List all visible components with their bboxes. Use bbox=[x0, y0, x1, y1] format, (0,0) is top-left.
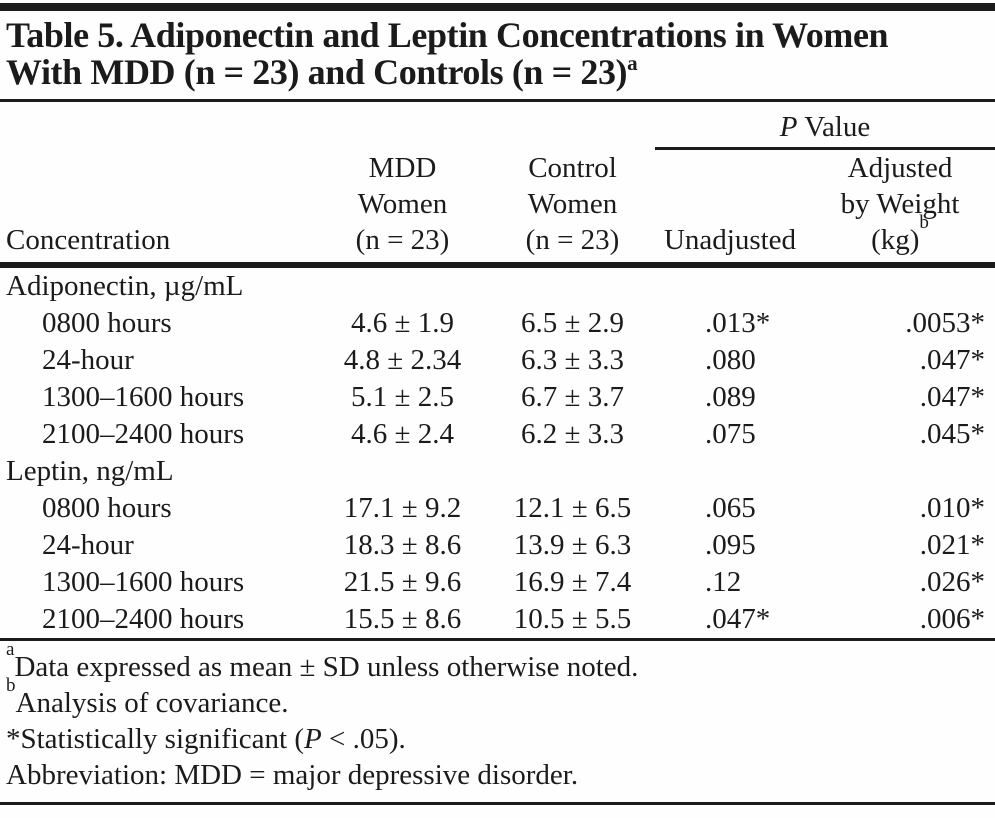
control-value: 6.5 ± 2.9 bbox=[521, 306, 624, 339]
table-row: 24-hour 18.3 ± 8.6 13.9 ± 6.3 .095 .021* bbox=[0, 527, 995, 564]
title-line-1: Table 5. Adiponectin and Leptin Concentr… bbox=[6, 15, 889, 55]
footnote-marker: b bbox=[6, 674, 16, 696]
p-adjusted-value: .047* bbox=[919, 380, 986, 413]
mdd-value: 17.1 ± 9.2 bbox=[343, 491, 462, 524]
p-value-spanner-row: P Value bbox=[0, 102, 995, 150]
p-value-spanner: P Value bbox=[655, 102, 995, 150]
p-unadjusted-value: .089 bbox=[705, 380, 756, 413]
col-header-control-women: Control Women (n = 23) bbox=[490, 148, 655, 268]
table-row: 24-hour 4.8 ± 2.34 6.3 ± 3.3 .080 .047* bbox=[0, 342, 995, 379]
mdd-value: 5.1 ± 2.5 bbox=[351, 380, 454, 413]
footnote-a: aData expressed as mean ± SD unless othe… bbox=[6, 638, 639, 683]
paper-table-figure: Table 5. Adiponectin and Leptin Concentr… bbox=[0, 3, 995, 818]
column-headers-row: Concentration MDD Women (n = 23) Control… bbox=[0, 148, 995, 268]
section-label: Leptin, ng/mL bbox=[6, 454, 174, 487]
footnotes-block: aData expressed as mean ± SD unless othe… bbox=[0, 638, 995, 793]
row-label: 2100–2400 hours bbox=[0, 600, 315, 641]
bottom-rule bbox=[0, 801, 995, 805]
section-row-leptin: Leptin, ng/mL bbox=[0, 453, 995, 490]
control-value: 16.9 ± 7.4 bbox=[513, 565, 632, 598]
title-line-2: With MDD (n = 23) and Controls (n = 23)a bbox=[6, 51, 638, 92]
title-divider-rule bbox=[0, 99, 995, 102]
p-adjusted-value: .021* bbox=[919, 528, 986, 561]
p-unadjusted-value: .013* bbox=[705, 306, 771, 339]
mdd-value: 4.8 ± 2.34 bbox=[343, 343, 462, 376]
mdd-value: 18.3 ± 8.6 bbox=[343, 528, 462, 561]
control-value: 6.7 ± 3.7 bbox=[521, 380, 624, 413]
p-unadjusted-value: .065 bbox=[705, 491, 756, 524]
table-row: 0800 hours 17.1 ± 9.2 12.1 ± 6.5 .065 .0… bbox=[0, 490, 995, 527]
table-row: 0800 hours 4.6 ± 1.9 6.5 ± 2.9 .013* .00… bbox=[0, 305, 995, 342]
p-adjusted-value: .026* bbox=[919, 565, 986, 598]
footnote-abbreviation: Abbreviation: MDD = major depressive dis… bbox=[6, 758, 579, 791]
footnote-marker-a: a bbox=[627, 51, 638, 75]
footnote-marker: a bbox=[6, 638, 15, 660]
control-value: 13.9 ± 6.3 bbox=[513, 528, 632, 561]
mdd-value: 21.5 ± 9.6 bbox=[343, 565, 462, 598]
mdd-value: 4.6 ± 2.4 bbox=[351, 417, 454, 450]
row-label: 1300–1600 hours bbox=[42, 380, 245, 413]
row-label: 0800 hours bbox=[42, 306, 172, 339]
table-row: 1300–1600 hours 21.5 ± 9.6 16.9 ± 7.4 .1… bbox=[0, 564, 995, 601]
p-adjusted-value: .045* bbox=[919, 417, 986, 450]
row-label: 0800 hours bbox=[42, 491, 172, 524]
p-adjusted-value: .0053* bbox=[905, 306, 986, 339]
row-label: 24-hour bbox=[42, 343, 134, 376]
p-unadjusted-value: .047* bbox=[655, 600, 805, 641]
page-title: Table 5. Adiponectin and Leptin Concentr… bbox=[0, 11, 995, 99]
row-label: 1300–1600 hours bbox=[42, 565, 245, 598]
control-value: 6.2 ± 3.3 bbox=[521, 417, 624, 450]
data-table: P Value Concentration MDD Women (n = 23)… bbox=[0, 102, 995, 641]
footnote-marker-b: b bbox=[919, 211, 929, 233]
row-label: 2100–2400 hours bbox=[42, 417, 245, 450]
control-value: 12.1 ± 6.5 bbox=[513, 491, 632, 524]
row-label: 24-hour bbox=[42, 528, 134, 561]
top-rule bbox=[0, 3, 995, 11]
footnote-significance: *Statistically significant (P < .05). bbox=[6, 722, 406, 755]
footnote-b: bAnalysis of covariance. bbox=[6, 674, 289, 719]
control-value: 6.3 ± 3.3 bbox=[521, 343, 624, 376]
mdd-value: 15.5 ± 8.6 bbox=[315, 600, 490, 641]
col-header-concentration: Concentration bbox=[0, 148, 315, 268]
header-spacer bbox=[0, 102, 655, 148]
p-adjusted-value: .047* bbox=[919, 343, 986, 376]
col-header-mdd-women: MDD Women (n = 23) bbox=[315, 148, 490, 268]
table-row: 2100–2400 hours 15.5 ± 8.6 10.5 ± 5.5 .0… bbox=[0, 600, 995, 641]
p-unadjusted-value: .075 bbox=[705, 417, 756, 450]
p-unadjusted-value: .095 bbox=[705, 528, 756, 561]
control-value: 10.5 ± 5.5 bbox=[490, 600, 655, 641]
col-header-unadjusted: Unadjusted bbox=[655, 148, 805, 268]
p-unadjusted-value: .080 bbox=[705, 343, 756, 376]
p-unadjusted-value: .12 bbox=[705, 565, 742, 598]
p-adjusted-value: .006* bbox=[805, 600, 995, 641]
section-label: Adiponectin, µg/mL bbox=[6, 269, 244, 302]
p-adjusted-value: .010* bbox=[919, 491, 986, 524]
col-header-adjusted-by-weight: Adjusted by Weight (kg)b bbox=[805, 148, 995, 268]
mdd-value: 4.6 ± 1.9 bbox=[351, 306, 454, 339]
table-body: Adiponectin, µg/mL 0800 hours 4.6 ± 1.9 … bbox=[0, 265, 995, 641]
table-header: P Value Concentration MDD Women (n = 23)… bbox=[0, 102, 995, 268]
table-row: 1300–1600 hours 5.1 ± 2.5 6.7 ± 3.7 .089… bbox=[0, 379, 995, 416]
section-row-adiponectin: Adiponectin, µg/mL bbox=[0, 265, 995, 305]
table-row: 2100–2400 hours 4.6 ± 2.4 6.2 ± 3.3 .075… bbox=[0, 416, 995, 453]
